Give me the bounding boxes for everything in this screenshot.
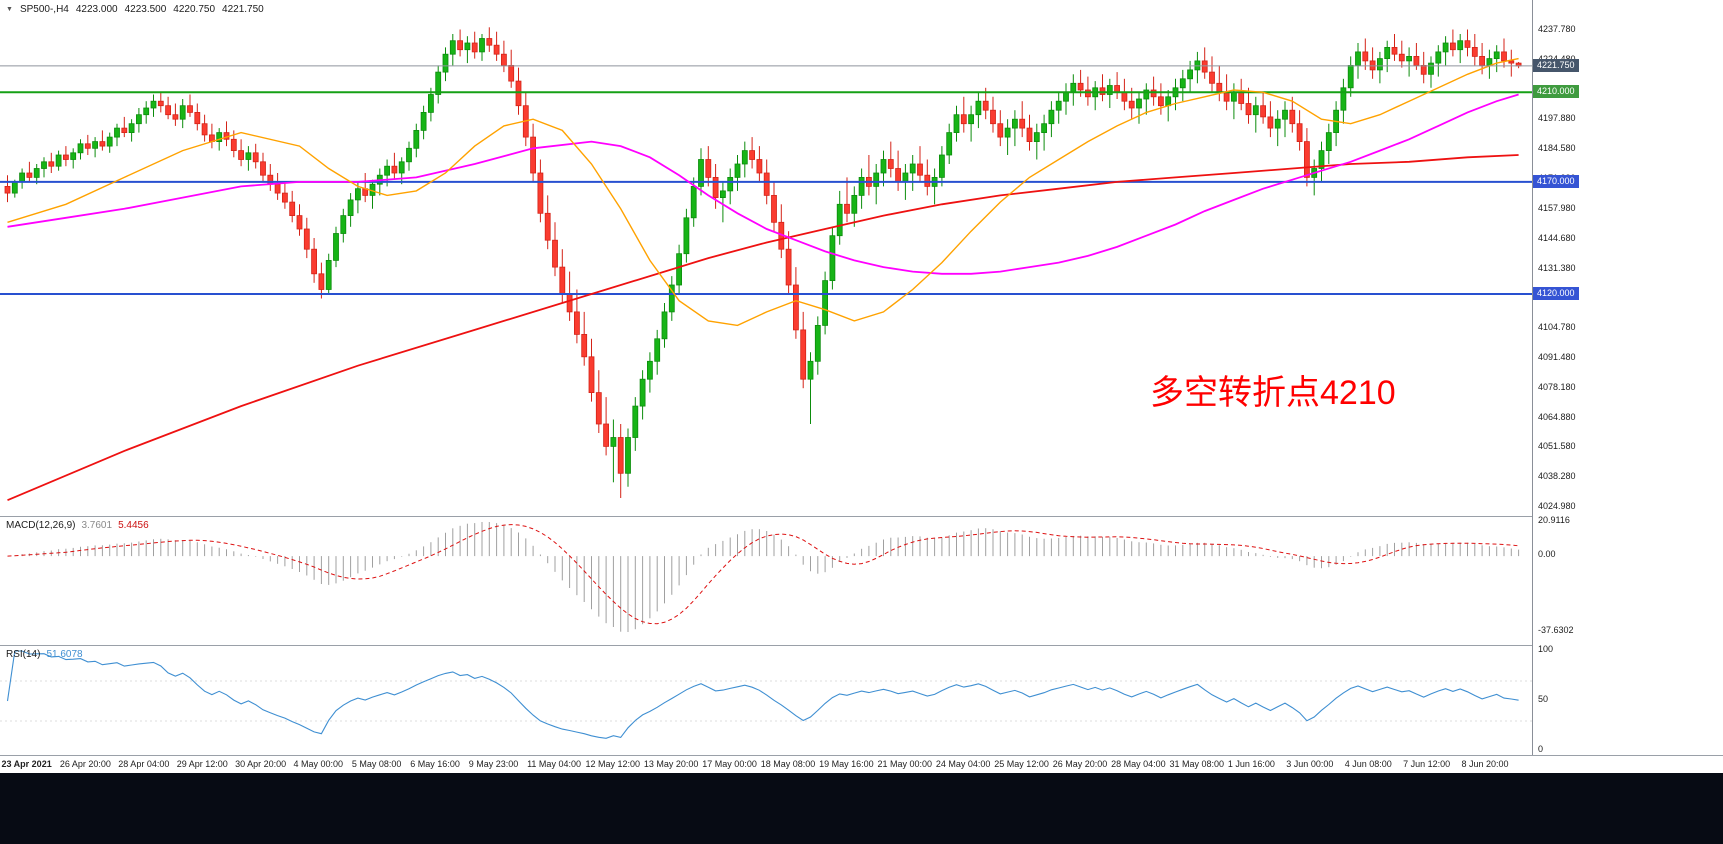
macd-panel: MACD(12,26,9) 3.7601 5.4456	[0, 516, 1723, 645]
time-label: 1 Jun 16:00	[1227, 759, 1275, 769]
time-label: 30 Apr 20:00	[235, 759, 287, 769]
macd-value-signal: 5.4456	[118, 520, 149, 531]
macd-histogram	[14, 522, 1520, 632]
rsi-axis-label: 100	[1538, 644, 1554, 654]
rsi-label: RSI(14) 51.6078	[6, 649, 83, 660]
time-label: 31 May 08:00	[1169, 759, 1225, 769]
time-label: 17 May 00:00	[702, 759, 757, 769]
candles-series	[4, 27, 1522, 498]
horizontal-level-lines	[0, 91, 1532, 295]
time-label: 13 May 20:00	[643, 759, 699, 769]
price-label: 4237.780	[1538, 24, 1576, 34]
ohlc-low: 4220.750	[173, 4, 216, 15]
price-badge: 4210.000	[1533, 85, 1579, 99]
ohlc-close: 4221.750	[222, 4, 264, 15]
rsi-panel: RSI(14) 51.6078	[0, 645, 1723, 755]
macd-label: MACD(12,26,9) 3.7601 5.4456	[6, 520, 149, 531]
time-label: 28 May 04:00	[1111, 759, 1166, 769]
rsi-level-lines	[0, 680, 1532, 722]
price-badge: 4120.000	[1533, 287, 1579, 300]
time-label: 21 May 00:00	[877, 759, 933, 769]
time-label: 25 May 12:00	[994, 759, 1049, 769]
chart-annotation: 多空转折点4210	[1150, 374, 1396, 412]
price-badge: 4221.750	[1533, 58, 1579, 72]
macd-chart[interactable]	[0, 517, 1723, 646]
price-label: 4224.480	[1538, 54, 1576, 64]
time-label: 9 May 23:00	[468, 759, 519, 769]
rsi-name: RSI(14)	[6, 649, 41, 660]
time-label: 3 Jun 00:00	[1286, 759, 1334, 769]
time-label: 12 May 12:00	[585, 759, 641, 769]
time-label: 11 May 04:00	[527, 759, 581, 769]
rsi-chart[interactable]	[0, 646, 1723, 756]
price-label: 4144.680	[1538, 232, 1576, 243]
ma-slow-line	[7, 154, 1519, 502]
time-label: 26 May 20:00	[1052, 759, 1108, 769]
rsi-line	[6, 650, 1519, 739]
macd-value-main: 3.7601	[81, 520, 113, 531]
time-label: 28 Apr 04:00	[118, 759, 170, 769]
macd-axis-label: -37.6302	[1538, 625, 1574, 635]
time-label: 26 Apr 20:00	[59, 759, 111, 769]
price-label: 4091.480	[1538, 351, 1576, 362]
macd-axis-label: 20.9116	[1538, 515, 1570, 525]
price-label: 4038.280	[1538, 471, 1576, 482]
price-label: 4131.380	[1538, 262, 1576, 273]
rsi-value: 51.6078	[46, 649, 83, 660]
time-label: 19 May 16:00	[819, 759, 874, 769]
price-label: 4184.580	[1538, 143, 1576, 154]
rsi-axis-label: 0	[1538, 744, 1544, 754]
price-label: 4197.880	[1538, 113, 1576, 124]
price-label: 4064.880	[1538, 411, 1576, 422]
price-label: 4157.980	[1538, 202, 1576, 213]
price-chart-panel: ▼ SP500-,H4 4223.000 4223.500 4220.750 4…	[0, 0, 1723, 516]
time-label: 8 Jun 20:00	[1461, 759, 1509, 769]
price-label: 4104.780	[1538, 322, 1576, 333]
symbol-period-label: SP500-,H4	[19, 4, 69, 15]
macd-axis-label: 0.00	[1538, 549, 1556, 560]
price-label: 4051.580	[1538, 441, 1576, 452]
rsi-axis-label: 50	[1538, 694, 1549, 704]
macd-name: MACD(12,26,9)	[6, 520, 76, 531]
time-label: 4 May 00:00	[293, 759, 344, 769]
time-label: 6 May 16:00	[410, 759, 460, 769]
time-label: 18 May 08:00	[760, 759, 816, 769]
ohlc-open: 4223.000	[75, 4, 118, 15]
ma-fast-line	[7, 57, 1519, 327]
price-axis[interactable]: 4237.7804224.4804211.1804197.8804184.580…	[1532, 0, 1723, 755]
candlestick-chart[interactable]	[0, 0, 1723, 516]
time-label: 7 Jun 12:00	[1403, 759, 1451, 769]
expand-arrow-icon[interactable]: ▼	[6, 6, 13, 13]
price-badge: 4170.000	[1533, 174, 1579, 188]
macd-signal-line	[7, 524, 1519, 625]
price-label: 4024.980	[1538, 501, 1576, 511]
ma-medium-line	[7, 93, 1519, 275]
chart-title: ▼ SP500-,H4 4223.000 4223.500 4220.750 4…	[6, 4, 264, 15]
ohlc-high: 4223.500	[124, 4, 167, 15]
bottom-bar	[0, 773, 1723, 844]
time-axis[interactable]: 23 Apr 2021 26 Apr 20:00 28 Apr 04:00 29 Ap…	[0, 755, 1723, 773]
time-label: 23 Apr 2021	[1, 759, 52, 769]
price-label: 4078.180	[1538, 381, 1576, 392]
time-label: 4 Jun 08:00	[1344, 759, 1392, 769]
time-label: 5 May 08:00	[351, 759, 402, 769]
time-label: 24 May 04:00	[935, 759, 991, 769]
time-label: 29 Apr 12:00	[176, 759, 228, 769]
